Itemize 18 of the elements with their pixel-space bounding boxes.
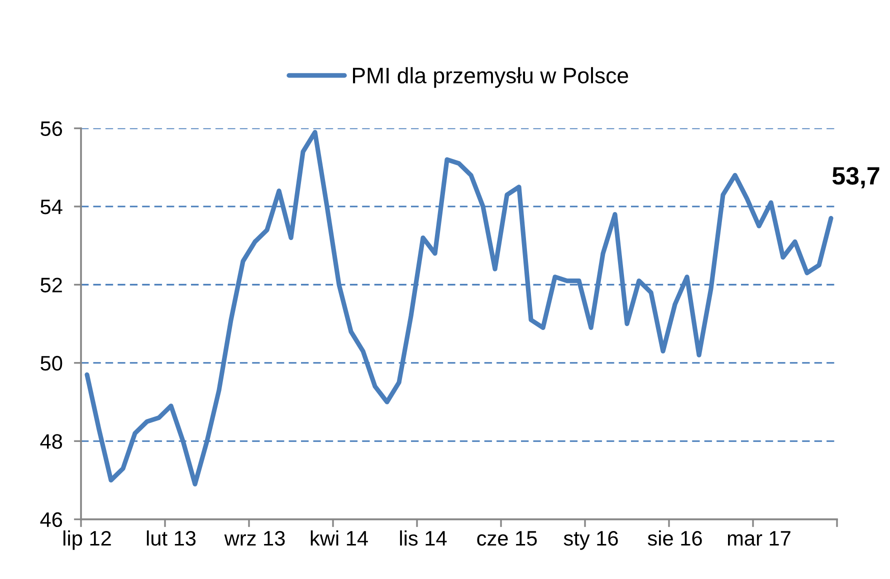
y-tick-label: 50 xyxy=(40,356,62,371)
x-tick-label: lut 13 xyxy=(146,530,196,546)
x-tick-label: wrz 13 xyxy=(224,530,285,546)
x-tick-label: sie 16 xyxy=(648,530,702,546)
y-tick-label: 56 xyxy=(40,121,62,136)
y-tick-label: 52 xyxy=(40,278,62,292)
y-tick-label: 46 xyxy=(40,512,62,528)
x-tick-label: lis 14 xyxy=(400,530,447,546)
y-tick-label: 54 xyxy=(40,200,62,214)
data-label: 53,7 xyxy=(832,166,880,188)
x-tick-label: lip 12 xyxy=(64,530,111,550)
x-tick-label: kwi 14 xyxy=(310,530,368,546)
x-tick-label: sty 16 xyxy=(564,530,618,550)
legend-label: PMI dla przemysłu w Polsce xyxy=(353,67,628,88)
x-tick-label: cze 15 xyxy=(477,531,537,546)
y-tick-label: 48 xyxy=(40,434,62,449)
x-tick-label: mar 17 xyxy=(728,531,790,546)
line-series xyxy=(84,130,834,486)
